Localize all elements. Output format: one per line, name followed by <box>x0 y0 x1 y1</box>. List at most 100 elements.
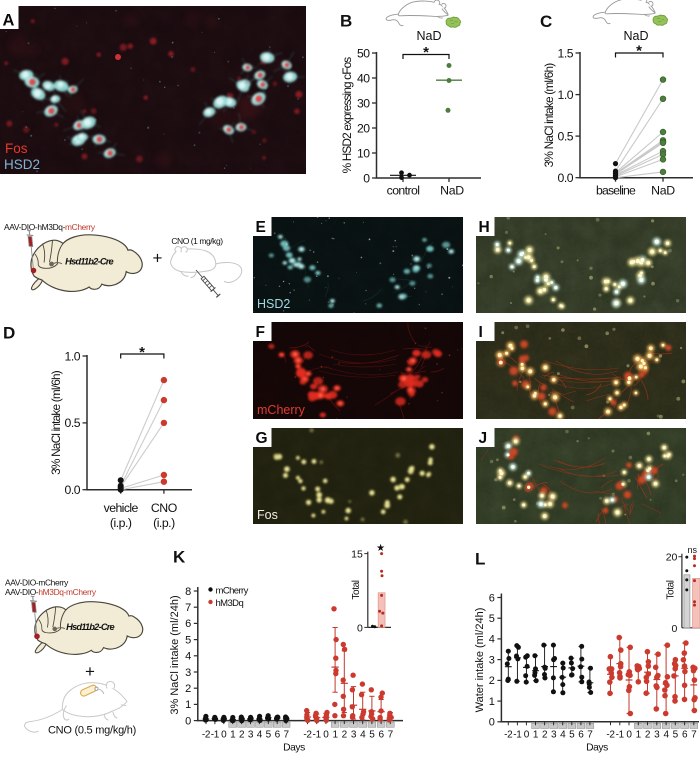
svg-text:mCherry: mCherry <box>257 403 306 417</box>
svg-text:-1: -1 <box>513 730 522 741</box>
svg-text:1: 1 <box>636 730 642 741</box>
svg-text:HSD2: HSD2 <box>4 157 40 172</box>
svg-text:A: A <box>3 12 15 30</box>
svg-text:40: 40 <box>357 71 370 85</box>
svg-text:-2: -2 <box>606 730 615 741</box>
svg-text:AAV-DIO-hM3Dq-mCherry: AAV-DIO-hM3Dq-mCherry <box>5 587 97 597</box>
svg-text:mCherry: mCherry <box>216 586 249 597</box>
svg-text:(i.p.): (i.p.) <box>110 516 132 530</box>
svg-text:3% NaCl intake (ml/6h): 3% NaCl intake (ml/6h) <box>49 370 63 475</box>
svg-text:1: 1 <box>185 699 191 711</box>
svg-text:2: 2 <box>489 675 495 687</box>
svg-text:3: 3 <box>551 730 557 741</box>
svg-text:0: 0 <box>185 715 191 727</box>
svg-text:+: + <box>153 249 163 268</box>
svg-text:K: K <box>173 548 186 567</box>
svg-text:0: 0 <box>323 730 329 741</box>
svg-text:0: 0 <box>626 730 632 741</box>
svg-text:7: 7 <box>691 730 697 741</box>
svg-text:2: 2 <box>342 730 348 741</box>
svg-text:3% NaCl intake (ml/6h): 3% NaCl intake (ml/6h) <box>542 63 556 168</box>
svg-text:6: 6 <box>378 730 384 741</box>
svg-text:3: 3 <box>654 730 660 741</box>
svg-text:Days: Days <box>283 743 305 754</box>
svg-text:0: 0 <box>524 730 530 741</box>
svg-text:NaD: NaD <box>651 184 675 198</box>
svg-text:CNO: CNO <box>151 501 177 515</box>
svg-text:(i.p.): (i.p.) <box>153 516 175 530</box>
svg-text:G: G <box>256 430 268 447</box>
svg-text:vehicle: vehicle <box>104 501 139 515</box>
svg-text:6: 6 <box>185 618 191 630</box>
svg-text:5: 5 <box>489 613 495 625</box>
svg-text:Fos: Fos <box>5 141 28 156</box>
svg-text:Hsd11b2-Cre: Hsd11b2-Cre <box>66 622 114 632</box>
svg-text:0: 0 <box>489 717 495 729</box>
svg-text:4: 4 <box>663 730 669 741</box>
svg-text:+: + <box>85 662 95 681</box>
svg-text:-2: -2 <box>504 730 513 741</box>
svg-text:-1: -1 <box>313 730 322 741</box>
svg-text:1.0: 1.0 <box>65 349 81 363</box>
svg-text:E: E <box>256 219 266 236</box>
svg-text:H: H <box>479 219 490 236</box>
svg-text:3: 3 <box>185 667 191 679</box>
svg-text:0: 0 <box>363 171 370 185</box>
svg-text:3: 3 <box>248 730 254 741</box>
svg-text:6: 6 <box>578 730 584 741</box>
svg-text:CNO (1 mg/kg): CNO (1 mg/kg) <box>171 236 223 246</box>
svg-text:3: 3 <box>351 730 357 741</box>
svg-text:0: 0 <box>221 730 227 741</box>
svg-text:3: 3 <box>489 654 495 666</box>
svg-text:0: 0 <box>672 623 678 635</box>
svg-text:J: J <box>479 430 488 447</box>
svg-text:C: C <box>540 12 552 31</box>
svg-text:NaD: NaD <box>416 29 441 43</box>
svg-text:4: 4 <box>185 651 191 663</box>
svg-text:Hsd11b2-Cre: Hsd11b2-Cre <box>65 257 113 267</box>
svg-text:50: 50 <box>357 46 370 60</box>
svg-text:4: 4 <box>560 730 566 741</box>
svg-text:7: 7 <box>283 730 289 741</box>
svg-text:AAV-DIO-mCherry: AAV-DIO-mCherry <box>5 577 69 587</box>
svg-text:*: * <box>636 43 642 60</box>
svg-text:L: L <box>475 550 485 569</box>
svg-text:7: 7 <box>587 730 593 741</box>
svg-text:5: 5 <box>673 730 679 741</box>
svg-text:control: control <box>387 184 420 198</box>
svg-text:20: 20 <box>666 552 678 564</box>
svg-text:7: 7 <box>185 602 191 614</box>
svg-text:0: 0 <box>357 622 363 634</box>
svg-text:5: 5 <box>185 634 191 646</box>
svg-text:7: 7 <box>388 730 394 741</box>
svg-text:1: 1 <box>230 730 236 741</box>
svg-text:8: 8 <box>185 586 191 598</box>
svg-text:6: 6 <box>275 730 281 741</box>
svg-text:ns: ns <box>688 545 698 555</box>
svg-text:5: 5 <box>266 730 272 741</box>
svg-text:B: B <box>340 12 352 31</box>
svg-text:% HSD2 expressing cFos: % HSD2 expressing cFos <box>340 57 354 174</box>
svg-text:CNO (0.5 mg/kg/h): CNO (0.5 mg/kg/h) <box>48 725 136 737</box>
svg-text:1: 1 <box>533 730 539 741</box>
svg-text:1: 1 <box>332 730 338 741</box>
svg-text:AAV-DIO-hM3Dq-mCherry: AAV-DIO-hM3Dq-mCherry <box>4 222 96 232</box>
svg-text:5: 5 <box>569 730 575 741</box>
svg-text:0.5: 0.5 <box>65 416 81 430</box>
svg-text:-2: -2 <box>303 730 312 741</box>
svg-text:4: 4 <box>257 730 263 741</box>
svg-text:D: D <box>3 324 15 343</box>
svg-text:Total: Total <box>666 580 677 599</box>
svg-text:10: 10 <box>357 146 370 160</box>
svg-text:F: F <box>256 324 265 341</box>
svg-text:1.0: 1.0 <box>558 88 574 102</box>
svg-text:2: 2 <box>239 730 245 741</box>
svg-text:HSD2: HSD2 <box>257 297 290 311</box>
svg-text:Water intake (ml/24h): Water intake (ml/24h) <box>474 608 486 713</box>
svg-text:4: 4 <box>489 634 495 646</box>
svg-text:3% NaCl intake (ml/24h): 3% NaCl intake (ml/24h) <box>169 595 181 714</box>
svg-text:2: 2 <box>185 683 191 695</box>
svg-text:5: 5 <box>369 730 375 741</box>
svg-text:Days: Days <box>586 743 608 754</box>
svg-text:NaD: NaD <box>440 184 464 198</box>
